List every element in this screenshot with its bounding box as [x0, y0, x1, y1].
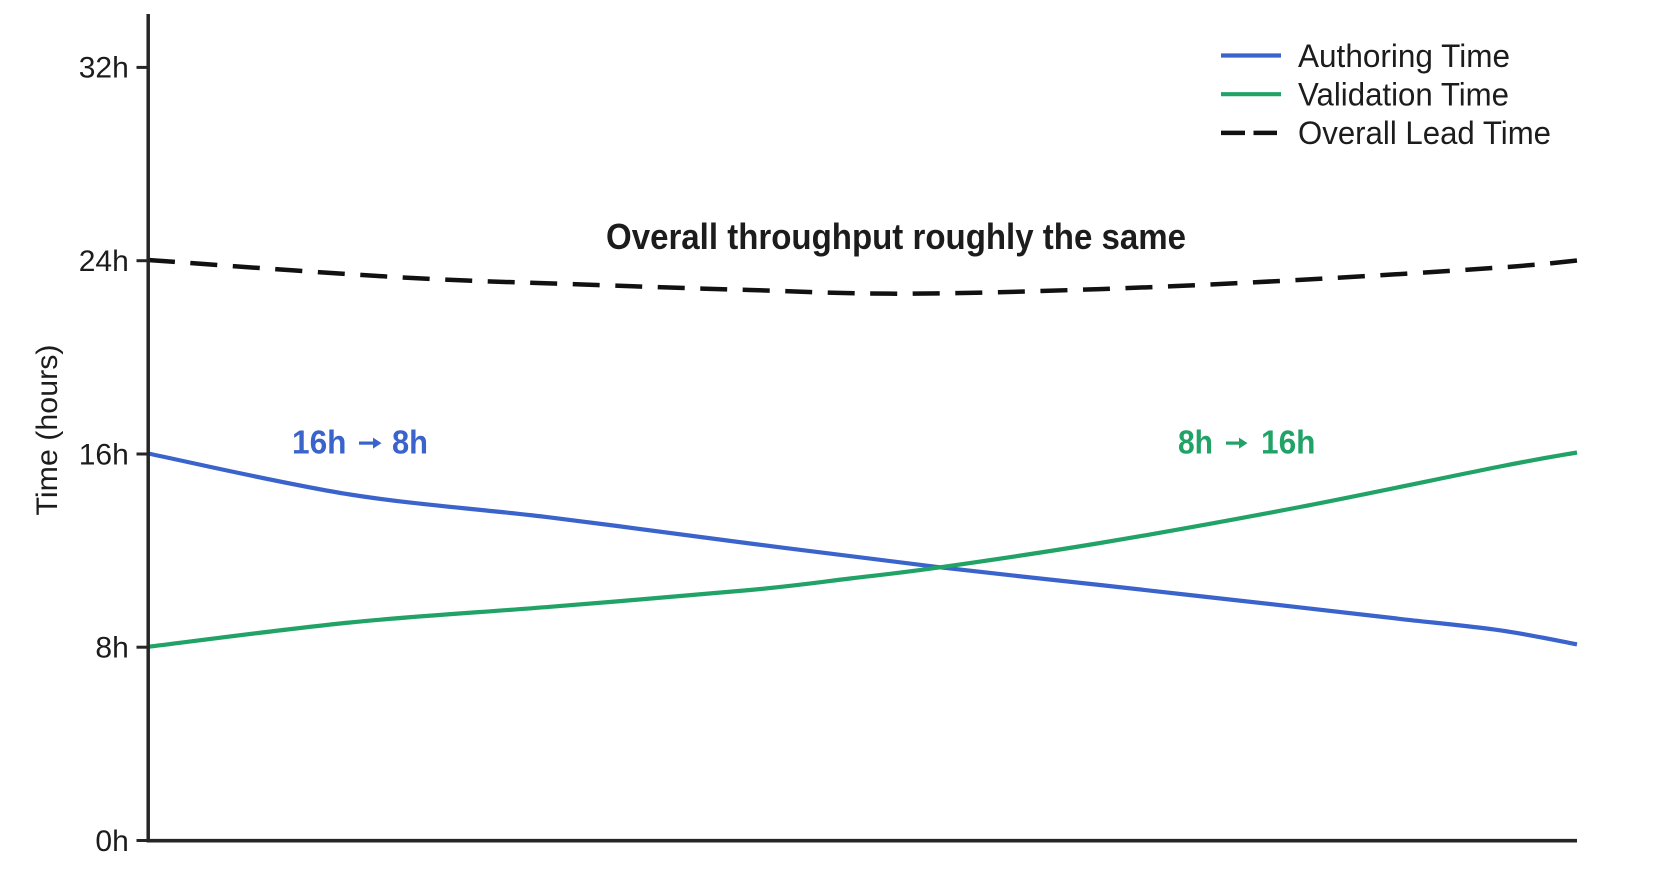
svg-text:24h: 24h	[79, 245, 129, 278]
svg-text:8h: 8h	[392, 423, 428, 460]
svg-text:Time (hours): Time (hours)	[31, 345, 64, 516]
svg-text:8h: 8h	[95, 632, 128, 665]
svg-text:32h: 32h	[79, 52, 129, 85]
svg-text:0h: 0h	[95, 825, 128, 858]
svg-text:Validation Time: Validation Time	[1298, 77, 1509, 113]
svg-text:16h: 16h	[1261, 423, 1316, 460]
svg-text:Overall Lead Time: Overall Lead Time	[1298, 115, 1551, 151]
svg-text:Overall throughput roughly the: Overall throughput roughly the same	[606, 216, 1186, 257]
svg-text:Authoring Time: Authoring Time	[1298, 38, 1510, 74]
svg-text:16h: 16h	[292, 423, 347, 460]
svg-text:16h: 16h	[79, 438, 129, 471]
svg-text:8h: 8h	[1178, 423, 1213, 460]
